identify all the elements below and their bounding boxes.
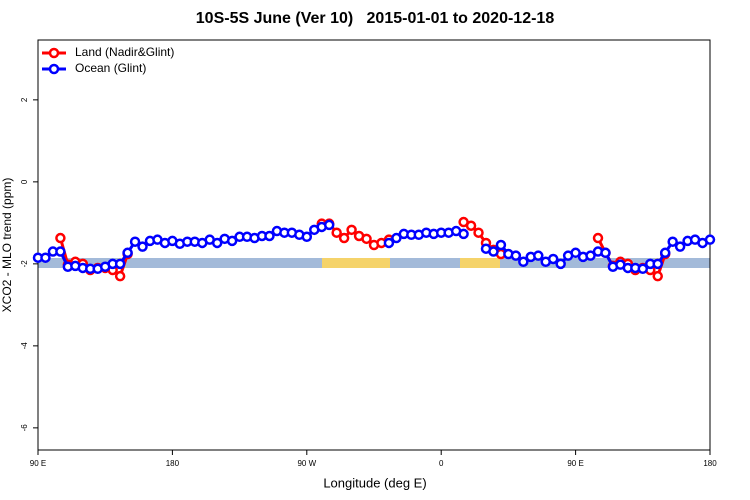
data-point (570, 247, 581, 259)
data-point (652, 258, 663, 270)
data-point (383, 237, 395, 249)
data-point (361, 233, 372, 245)
y-tick-label: -4 (20, 342, 29, 350)
data-point (55, 232, 66, 244)
plot-frame (37, 39, 711, 451)
data-point (264, 230, 275, 242)
y-tick-label: -6 (20, 424, 29, 432)
legend-marker (48, 63, 60, 75)
data-point (495, 239, 507, 251)
legend-label: Land (Nadir&Glint) (75, 45, 174, 59)
data-point (473, 227, 484, 238)
data-point (592, 232, 604, 244)
chart-title: 10S-5S June (Ver 10) 2015-01-01 to 2020-… (196, 10, 555, 27)
y-tick-label: 0 (20, 179, 29, 184)
data-point (518, 256, 529, 268)
x-tick-label: 90 W (297, 459, 316, 468)
data-point (301, 231, 313, 243)
data-point (346, 224, 357, 236)
data-point (555, 258, 566, 270)
data-point (704, 234, 716, 245)
data-point (637, 263, 649, 275)
x-tick-label: 180 (703, 459, 717, 468)
data-point (533, 250, 544, 261)
data-point (122, 247, 133, 259)
data-point (331, 227, 342, 238)
land-strip (322, 258, 390, 268)
data-point (55, 246, 66, 257)
data-point (129, 236, 141, 247)
data-point (226, 235, 238, 247)
data-point (391, 232, 402, 244)
x-axis-label: Longitude (deg E) (323, 475, 426, 490)
legend-label: Ocean (Glint) (75, 61, 146, 75)
x-tick-label: 90 E (30, 459, 46, 468)
data-point (659, 247, 671, 259)
data-point (114, 258, 126, 270)
data-point (667, 236, 678, 247)
land-strip (460, 258, 500, 268)
data-point (323, 219, 335, 231)
data-point (114, 270, 126, 282)
data-point (338, 232, 350, 244)
y-tick-label: 2 (20, 97, 29, 102)
y-tick-label: -2 (20, 260, 29, 268)
data-point (211, 237, 223, 249)
data-point (600, 247, 611, 259)
data-point (652, 270, 663, 282)
data-point (547, 253, 559, 265)
data-point (674, 241, 686, 252)
x-tick-label: 180 (166, 459, 180, 468)
data-point (458, 228, 469, 240)
data-point (465, 220, 477, 231)
legend-marker (48, 47, 60, 59)
data-point (585, 250, 596, 261)
data-point (510, 250, 522, 261)
data-point (137, 241, 148, 252)
x-tick-label: 0 (439, 459, 444, 468)
data-point (40, 252, 51, 263)
x-tick-label: 90 E (567, 459, 583, 468)
y-axis-label: XCO2 - MLO trend (ppm) (0, 178, 14, 313)
data-point (488, 246, 499, 257)
